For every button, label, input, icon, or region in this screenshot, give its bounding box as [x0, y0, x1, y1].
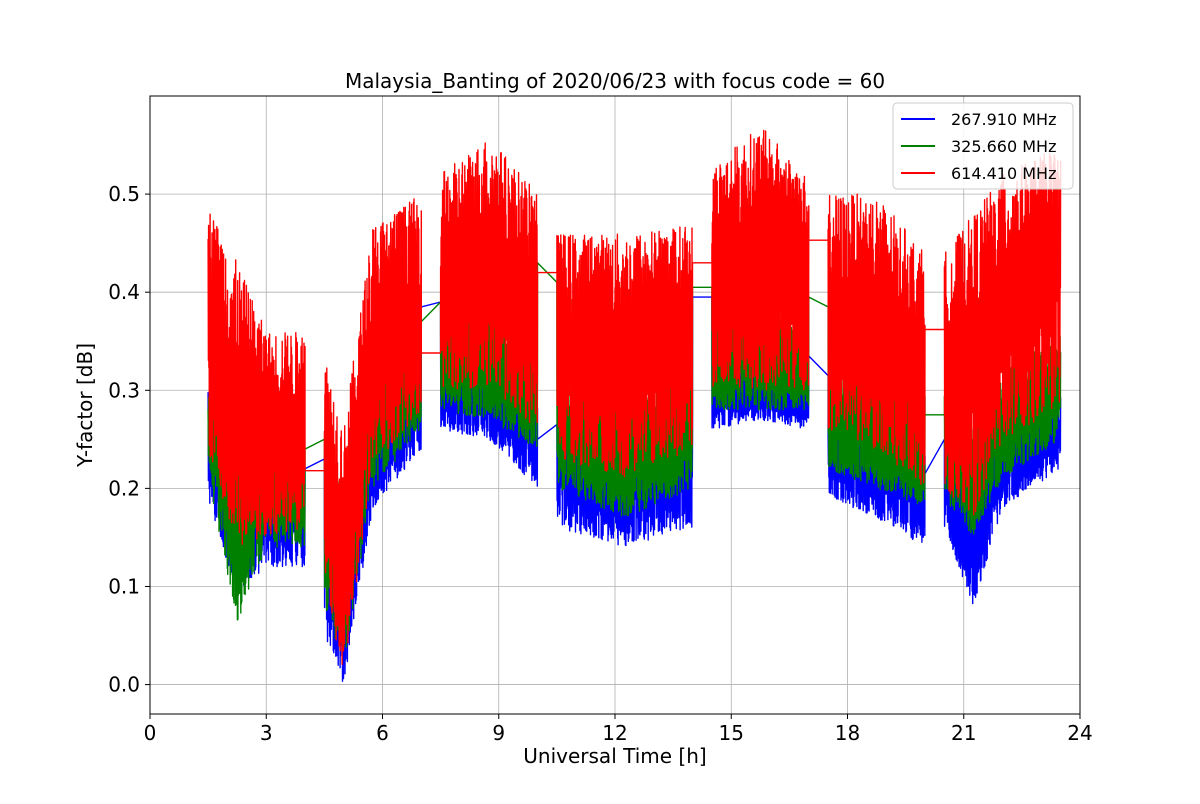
x-tick-label: 24 — [1067, 721, 1092, 745]
y-tick-label: 0.5 — [108, 182, 140, 206]
y-tick-label: 0.0 — [108, 673, 140, 697]
legend-frame — [892, 102, 1074, 190]
y-axis-label: Y-factor [dB] — [73, 343, 97, 468]
y-tick-label: 0.2 — [108, 476, 140, 500]
legend-item: 267.910 MHz — [901, 110, 1056, 129]
series-layer — [207, 129, 1062, 682]
x-axis-label: Universal Time [h] — [523, 744, 706, 768]
ticks: 0 3 6 9 12 15 18 21 24 0.0 0.1 0.2 0.3 0.4 0.5 — [108, 182, 1093, 745]
chart-title: Malaysia_Banting of 2020/06/23 with focu… — [345, 69, 885, 93]
legend-item: 325.660 MHz — [901, 137, 1056, 156]
series-line — [207, 129, 1062, 665]
y-tick-label: 0.1 — [108, 574, 140, 598]
x-tick-label: 15 — [719, 721, 744, 745]
y-tick-label: 0.4 — [108, 280, 140, 304]
x-tick-label: 12 — [602, 721, 627, 745]
x-tick-label: 9 — [492, 721, 505, 745]
x-tick-label: 0 — [144, 721, 157, 745]
legend-label: 325.660 MHz — [951, 137, 1056, 156]
x-tick-label: 18 — [835, 721, 860, 745]
x-tick-label: 21 — [951, 721, 976, 745]
legend-item: 614.410 MHz — [901, 164, 1056, 183]
legend: 267.910 MHz 325.660 MHz 614.410 MHz — [892, 102, 1074, 190]
series-2 — [207, 129, 1062, 665]
legend-label: 614.410 MHz — [951, 164, 1056, 183]
x-tick-label: 3 — [260, 721, 273, 745]
legend-label: 267.910 MHz — [951, 110, 1056, 129]
y-tick-label: 0.3 — [108, 378, 140, 402]
x-tick-label: 6 — [376, 721, 389, 745]
